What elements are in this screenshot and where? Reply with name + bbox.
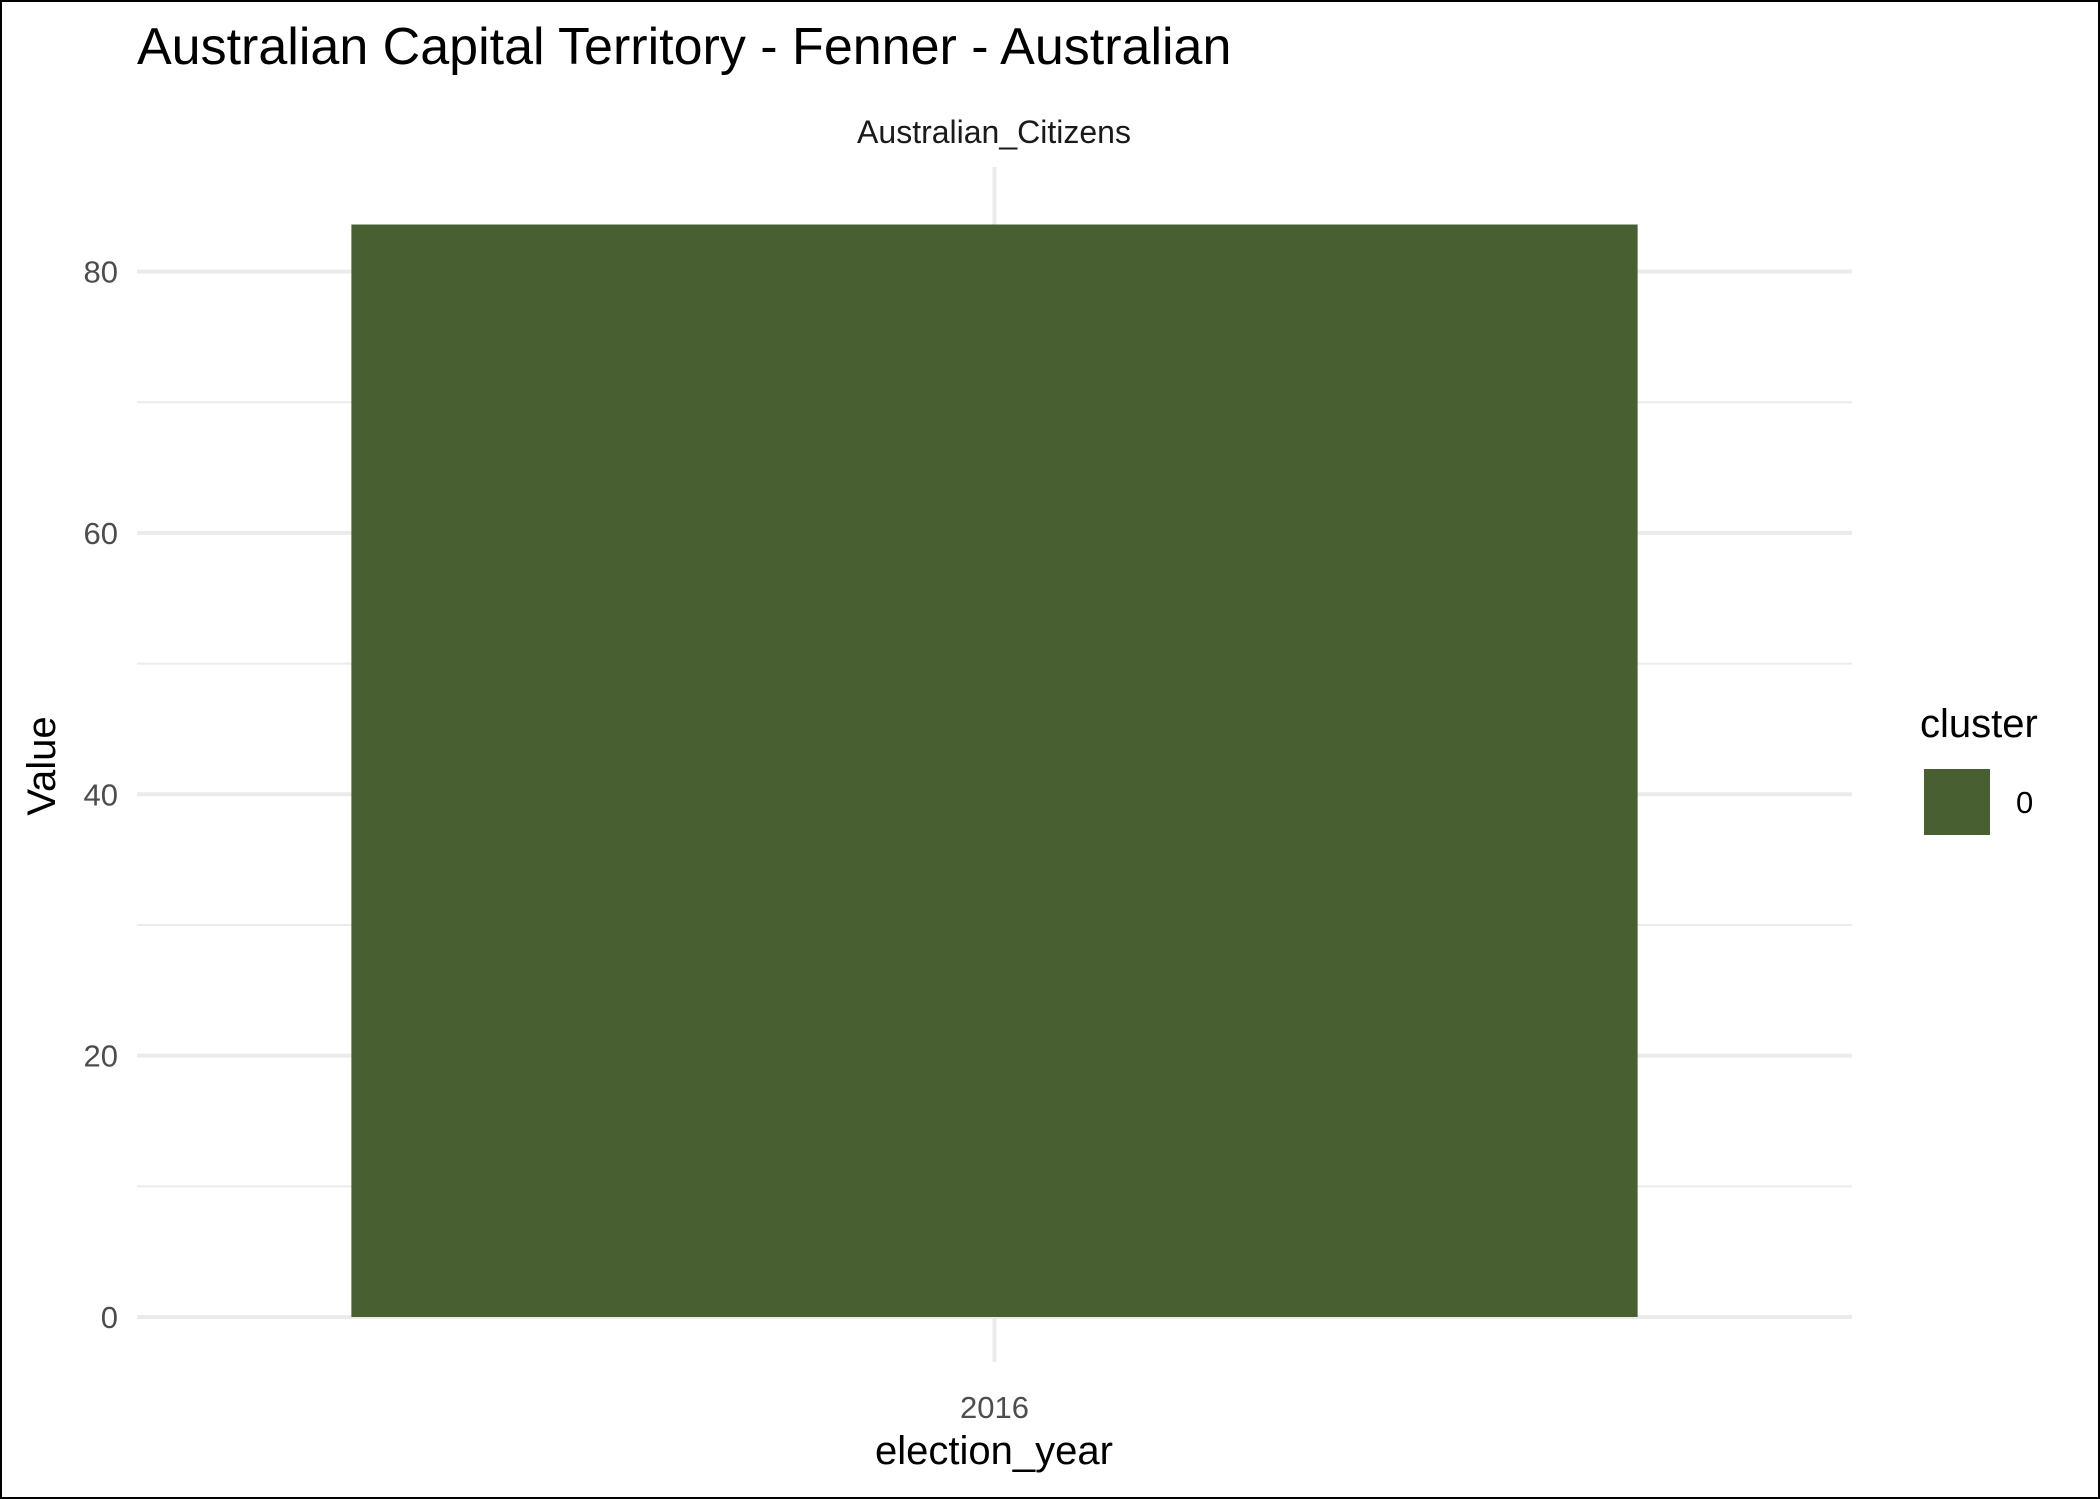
x-axis-ticks: 2016 xyxy=(960,1390,1029,1425)
legend: cluster 0 xyxy=(1920,702,2038,835)
legend-title: cluster xyxy=(1920,702,2038,746)
x-axis-title: election_year xyxy=(875,1429,1113,1473)
bar xyxy=(351,224,1638,1317)
legend-entry-label: 0 xyxy=(2016,785,2033,820)
y-tick-label: 80 xyxy=(84,255,118,290)
x-tick-label: 2016 xyxy=(960,1390,1029,1425)
y-axis-title: Value xyxy=(20,716,64,815)
legend-key-swatch xyxy=(1924,769,1990,835)
y-tick-label: 60 xyxy=(84,516,118,551)
y-axis-ticks: 0 20 40 60 80 xyxy=(84,255,118,1335)
facet-strip-label: Australian_Citizens xyxy=(857,114,1131,150)
y-tick-label: 0 xyxy=(101,1300,118,1335)
chart-title: Australian Capital Territory - Fenner - … xyxy=(137,18,1231,76)
bars xyxy=(351,224,1638,1317)
y-tick-label: 40 xyxy=(84,777,118,812)
y-tick-label: 20 xyxy=(84,1039,118,1074)
